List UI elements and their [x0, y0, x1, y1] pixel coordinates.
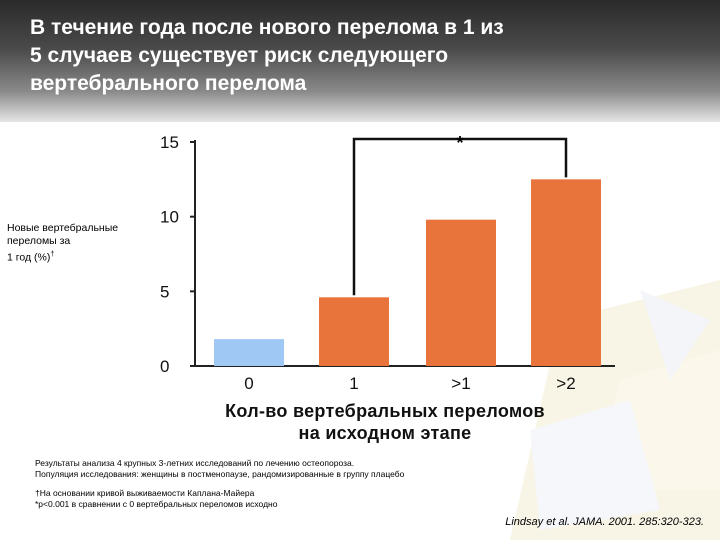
- x-axis-title-line-2: на исходном этапе: [298, 423, 472, 443]
- y-tick-label: 10: [160, 208, 179, 227]
- y-axis-label-line-1: Новые вертебральные: [7, 222, 119, 234]
- y-axis-label: Новые вертебральные переломы за 1 год (%…: [7, 222, 147, 265]
- footnote-pvalue: *p<0.001 в сравнении с 0 вертебральных п…: [35, 499, 278, 509]
- y-axis-label-line-2: переломы за: [7, 235, 71, 247]
- x-tick-label: >1: [451, 374, 470, 393]
- footnote-dagger: †На основании кривой выживаемости Каплан…: [35, 488, 255, 498]
- bar-2: [319, 297, 389, 366]
- title-line-3: вертебрального перелома: [30, 72, 307, 95]
- significance-bracket: [352, 137, 568, 296]
- footnotes: Результаты анализа 4 крупных 3-летних ис…: [35, 458, 404, 510]
- title-banner: В течение года после нового перелома в 1…: [0, 0, 720, 122]
- x-tick-label: 0: [244, 374, 253, 393]
- y-tick-label: 15: [160, 133, 179, 152]
- x-axis-title: Кол-во вертебральных переломов на исходн…: [200, 400, 570, 444]
- x-axis-title-line-1: Кол-во вертебральных переломов: [225, 401, 545, 421]
- y-axis-label-line-3: 1 год (%): [7, 251, 51, 264]
- footnote-population: Популяция исследования: женщины в постме…: [35, 469, 405, 479]
- citation: Lindsay et al. JAMA. 2001. 285:320-323.: [505, 516, 704, 528]
- x-tick-label: 1: [349, 374, 358, 393]
- significance-asterisk: *: [456, 133, 463, 153]
- bar-3: [426, 219, 496, 366]
- bar-1: [214, 339, 284, 366]
- slide-title: В течение года после нового перелома в 1…: [30, 14, 630, 98]
- dagger-mark: †: [50, 251, 55, 258]
- footnote-study: Результаты анализа 4 крупных 3-летних ис…: [35, 458, 355, 468]
- x-tick-label: >2: [556, 374, 575, 393]
- title-line-1: В течение года после нового перелома в 1…: [30, 16, 504, 39]
- y-tick-label: 5: [160, 282, 169, 301]
- title-line-2: 5 случаев существует риск следующего: [30, 44, 449, 67]
- bar-4: [531, 179, 601, 366]
- y-tick-label: 0: [160, 357, 169, 376]
